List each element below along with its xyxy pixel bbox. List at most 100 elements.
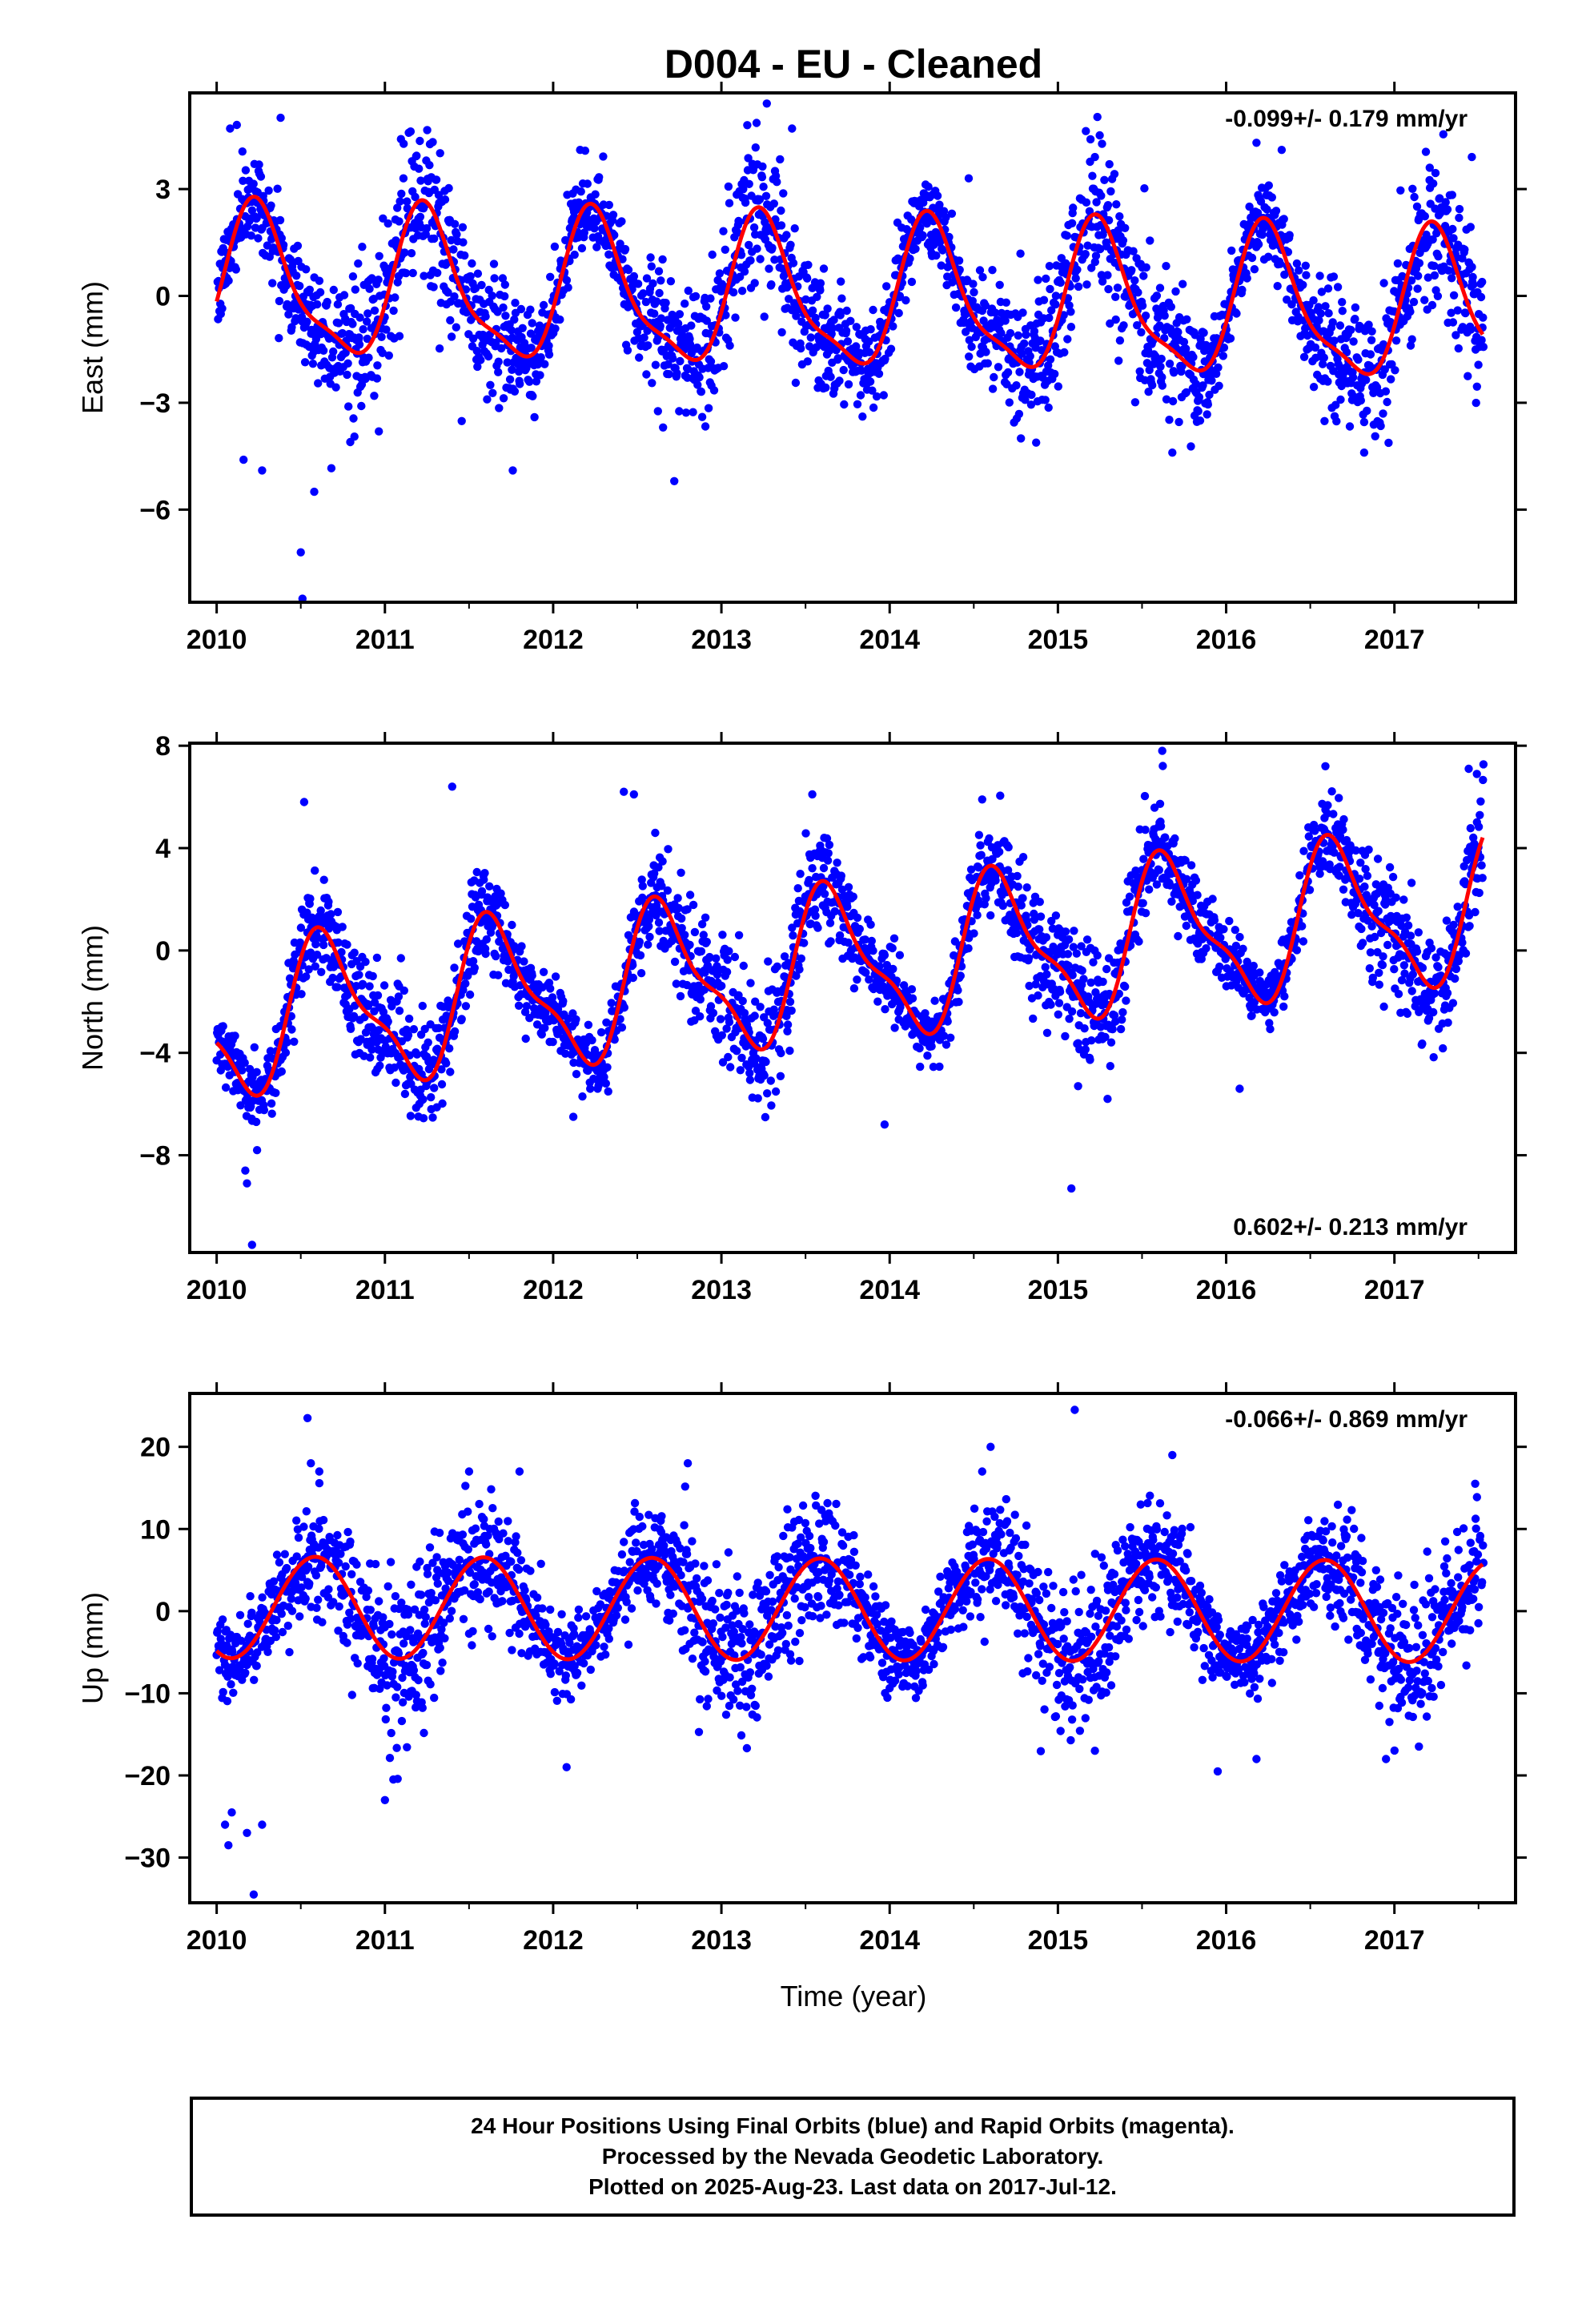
data-point bbox=[1193, 891, 1202, 899]
data-point bbox=[929, 1063, 938, 1072]
data-point bbox=[758, 162, 767, 171]
data-point bbox=[942, 1040, 951, 1049]
data-point bbox=[1086, 135, 1095, 144]
data-point bbox=[1285, 231, 1294, 239]
data-point bbox=[709, 386, 719, 395]
data-points-east bbox=[213, 99, 1488, 602]
data-point bbox=[682, 980, 692, 990]
data-point bbox=[480, 875, 488, 884]
data-point bbox=[648, 379, 656, 388]
data-point bbox=[670, 957, 680, 967]
data-point bbox=[824, 849, 833, 858]
data-point bbox=[420, 271, 428, 280]
data-point bbox=[1074, 282, 1083, 292]
data-point bbox=[726, 1063, 735, 1072]
data-point bbox=[424, 1038, 432, 1047]
data-point bbox=[1409, 297, 1419, 307]
data-point bbox=[1064, 935, 1074, 944]
data-point bbox=[1022, 330, 1030, 340]
data-point bbox=[1069, 203, 1078, 212]
data-point bbox=[779, 189, 788, 198]
data-point bbox=[796, 870, 805, 879]
data-point bbox=[1226, 334, 1235, 343]
data-point bbox=[889, 934, 899, 943]
data-point bbox=[1393, 259, 1403, 268]
data-point bbox=[1474, 360, 1483, 369]
data-point bbox=[311, 962, 319, 971]
data-point bbox=[803, 274, 812, 283]
data-point bbox=[1081, 250, 1090, 259]
data-point bbox=[1270, 1008, 1279, 1017]
data-point bbox=[690, 927, 700, 937]
data-point bbox=[494, 971, 503, 979]
data-point bbox=[1367, 922, 1376, 931]
data-point bbox=[497, 344, 506, 353]
data-point bbox=[766, 1076, 775, 1085]
data-point bbox=[1154, 866, 1164, 875]
data-point bbox=[763, 1019, 772, 1027]
data-point bbox=[1391, 366, 1399, 375]
data-point bbox=[833, 858, 841, 867]
data-point bbox=[319, 875, 328, 884]
data-point bbox=[985, 834, 994, 843]
data-point bbox=[635, 353, 644, 362]
data-point bbox=[476, 356, 485, 364]
data-point bbox=[1472, 398, 1480, 408]
data-point bbox=[311, 939, 320, 949]
data-point bbox=[378, 348, 387, 357]
data-point bbox=[835, 376, 844, 385]
data-point bbox=[683, 905, 692, 914]
data-point bbox=[1166, 881, 1174, 890]
data-point bbox=[773, 962, 781, 971]
data-point bbox=[650, 869, 659, 878]
data-point bbox=[1168, 396, 1178, 406]
data-point bbox=[1299, 280, 1307, 289]
data-point bbox=[546, 984, 555, 993]
data-point bbox=[518, 324, 527, 332]
data-point bbox=[642, 370, 651, 379]
data-point bbox=[1347, 911, 1356, 919]
data-point bbox=[297, 990, 306, 999]
data-point bbox=[1174, 931, 1182, 941]
data-point bbox=[837, 294, 846, 303]
data-point bbox=[1333, 283, 1343, 292]
data-point bbox=[349, 1011, 359, 1021]
data-point bbox=[536, 371, 544, 380]
data-point bbox=[736, 1066, 745, 1075]
data-point bbox=[1087, 1036, 1096, 1045]
data-point bbox=[1208, 895, 1217, 903]
data-point bbox=[527, 344, 536, 352]
data-point bbox=[722, 1024, 731, 1033]
data-point bbox=[328, 973, 337, 983]
y-tick-label: 0 bbox=[155, 282, 171, 312]
data-point bbox=[821, 383, 830, 392]
data-point bbox=[1412, 202, 1422, 211]
data-point bbox=[428, 138, 437, 147]
data-point bbox=[745, 179, 753, 188]
data-point bbox=[1003, 866, 1013, 875]
data-point bbox=[792, 312, 801, 320]
data-point bbox=[702, 302, 711, 311]
data-point bbox=[1332, 416, 1341, 426]
data-point bbox=[1090, 257, 1100, 267]
data-point bbox=[932, 251, 941, 260]
data-point bbox=[725, 199, 734, 207]
data-point bbox=[1264, 252, 1273, 261]
data-point bbox=[1195, 416, 1205, 425]
data-point bbox=[508, 920, 516, 930]
data-point bbox=[777, 206, 785, 215]
outlier-point bbox=[298, 594, 307, 602]
data-point bbox=[1098, 977, 1107, 987]
data-point bbox=[1082, 127, 1090, 135]
data-point bbox=[1199, 381, 1207, 390]
data-point bbox=[1032, 438, 1041, 447]
data-point bbox=[1104, 284, 1113, 294]
outlier-point bbox=[399, 174, 408, 183]
data-point bbox=[911, 244, 920, 253]
data-point bbox=[974, 830, 984, 839]
data-point bbox=[603, 1063, 612, 1072]
data-point bbox=[432, 175, 441, 184]
data-point bbox=[624, 302, 633, 311]
data-point bbox=[1105, 159, 1114, 169]
